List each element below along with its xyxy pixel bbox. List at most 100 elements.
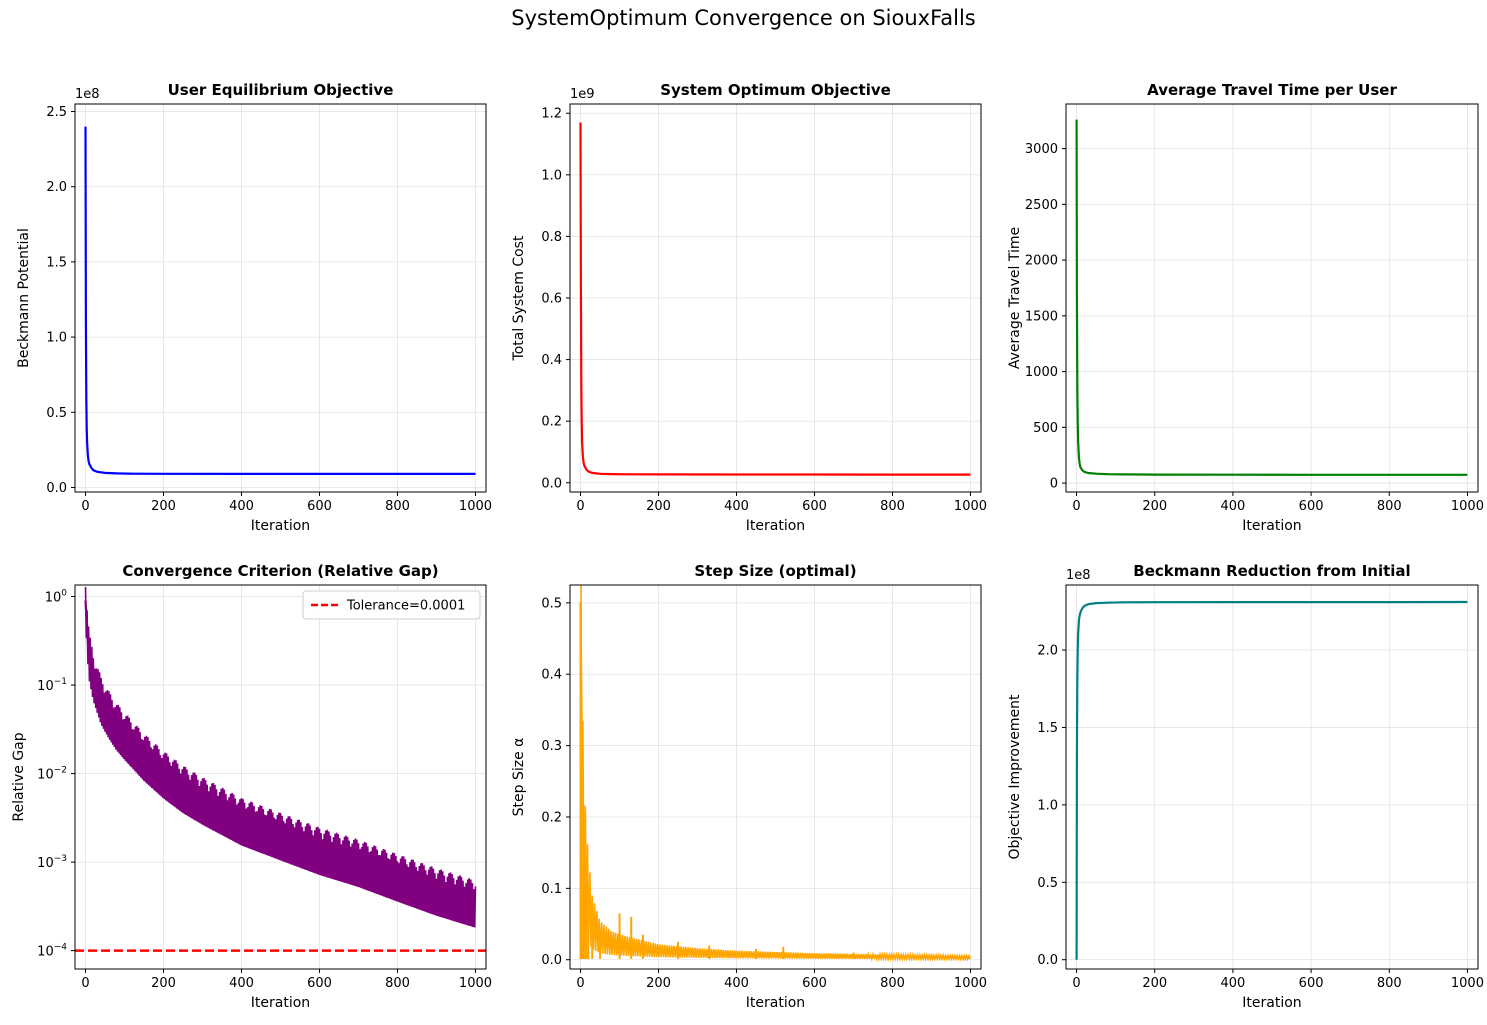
series-line: [1075, 600, 1468, 960]
panel-title: System Optimum Objective: [660, 81, 891, 99]
x-tick-label: 800: [880, 499, 905, 514]
x-tick-label: 600: [1299, 976, 1324, 991]
y-tick-label: 0.2: [541, 415, 562, 430]
y-axis-label: Relative Gap: [11, 732, 27, 821]
y-tick-label: 2000: [1025, 254, 1058, 269]
y-tick-label: 0.0: [1037, 953, 1058, 968]
figure-title: SystemOptimum Convergence on SiouxFalls: [511, 6, 976, 30]
y-tick-label: 0.5: [541, 596, 562, 611]
x-axis-label: Iteration: [1242, 518, 1301, 534]
legend-box: [302, 590, 481, 620]
y-tick-label: 0.4: [541, 668, 562, 683]
x-tick-label: 600: [307, 976, 332, 991]
x-tick-label: 0: [576, 499, 584, 514]
plot-area: [1066, 104, 1478, 492]
x-tick-label: 400: [724, 499, 749, 514]
chart-panel-2: 0 200 400 600 800 1000 0.0 0.2 0.4 0.6 0.8 1.0 1.2 1e…: [511, 81, 987, 534]
chart-panel-4: 0 200 400 600 800 1000 10−4 10−3 10−2 10−1 100 Conv…: [11, 562, 492, 1011]
x-tick-label: 1000: [954, 976, 987, 991]
y-tick-label: 0: [1050, 477, 1058, 492]
series-line: [84, 126, 476, 475]
y-tick-label: 1.2: [541, 107, 562, 122]
y-tick-label: 1000: [1025, 365, 1058, 380]
x-tick-label: 400: [724, 976, 749, 991]
y-tick-label: 10−2: [37, 766, 67, 783]
x-tick-label: 1000: [459, 976, 492, 991]
x-tick-label: 200: [1142, 499, 1167, 514]
axes-frame: [74, 584, 487, 970]
x-tick-label: 1000: [459, 499, 492, 514]
series-line: [1075, 119, 1468, 476]
y-tick-label: 1.0: [1037, 798, 1058, 813]
x-tick-label: 600: [1299, 499, 1324, 514]
y-tick-label: 1500: [1025, 309, 1058, 324]
y-tick-label: 2500: [1025, 198, 1058, 213]
series-line: [579, 602, 971, 959]
y-tick-label: 0.6: [541, 292, 562, 307]
y-tick-label: 0.5: [1037, 876, 1058, 891]
y-tick-label: 0.4: [541, 353, 562, 368]
x-tick-label: 0: [1072, 976, 1080, 991]
x-tick-label: 1000: [1451, 976, 1484, 991]
plot-area: [570, 585, 981, 969]
data-layer: [579, 585, 971, 963]
axes-frame: [569, 584, 982, 970]
chart-panel-5: 0 200 400 600 800 1000 0.0 0.1 0.2 0.3 0.4 0.5 Step …: [511, 562, 987, 1011]
y-tick-label: 10−1: [37, 677, 67, 694]
x-tick-label: 400: [1220, 976, 1245, 991]
x-tick-label: 200: [1142, 976, 1167, 991]
x-tick-label: 0: [576, 976, 584, 991]
y-tick-label: 0.0: [46, 481, 67, 496]
axes-frame: [1065, 584, 1479, 970]
y-tick-label: 0.2: [541, 810, 562, 825]
plot-area: [75, 104, 486, 492]
data-layer: [84, 126, 476, 475]
x-axis-label: Iteration: [1242, 995, 1301, 1011]
series-line: [579, 122, 971, 476]
x-tick-label: 800: [880, 976, 905, 991]
x-tick-label: 0: [81, 499, 89, 514]
chart-panel-6: 0 200 400 600 800 1000 0.0 0.5 1.0 1.5 2.0 1e8 Beckm…: [1007, 562, 1484, 1011]
y-tick-label: 2.5: [46, 105, 67, 120]
y-tick-label: 0.5: [46, 406, 67, 421]
x-tick-label: 200: [151, 976, 176, 991]
y-tick-label: 3000: [1025, 142, 1058, 157]
y-offset-label: 1e9: [570, 87, 595, 102]
data-layer: [75, 586, 486, 952]
x-tick-label: 600: [307, 499, 332, 514]
y-tick-label: 0.0: [541, 953, 562, 968]
y-tick-label: 1.5: [1037, 721, 1058, 736]
x-tick-label: 400: [229, 499, 254, 514]
y-tick-label: 10−3: [37, 854, 67, 871]
panel-title: Step Size (optimal): [694, 562, 856, 580]
y-tick-label: 0.8: [541, 230, 562, 245]
y-tick-label: 0.3: [541, 739, 562, 754]
x-tick-label: 400: [229, 976, 254, 991]
x-tick-label: 0: [81, 976, 89, 991]
series-line: [84, 600, 476, 906]
y-tick-label: 2.0: [46, 180, 67, 195]
chart-panel-3: 0 200 400 600 800 1000 0 500 1000 1500 2000 2500 300…: [1007, 81, 1484, 534]
x-tick-label: 600: [802, 499, 827, 514]
y-tick-label: 0.1: [541, 882, 562, 897]
x-tick-label: 200: [646, 976, 671, 991]
axes-frame: [74, 103, 487, 493]
series-noise-line: [84, 586, 477, 928]
chart-panel-1: 0 200 400 600 800 1000 0.0 0.5 1.0 1.5 2.0 2.5 1e8 Us…: [16, 81, 492, 534]
y-axis-label: Objective Improvement: [1007, 694, 1023, 860]
x-tick-label: 1000: [954, 499, 987, 514]
y-tick-label: 0.0: [541, 476, 562, 491]
y-axis-label: Beckmann Potential: [16, 228, 32, 368]
x-tick-label: 800: [1377, 499, 1402, 514]
x-tick-label: 200: [151, 499, 176, 514]
data-layer: [1075, 119, 1468, 476]
y-axis-label: Total System Cost: [511, 235, 527, 361]
y-tick-label: 1.0: [46, 331, 67, 346]
y-tick-label: 100: [45, 589, 68, 606]
y-offset-label: 1e8: [1066, 568, 1091, 583]
y-tick-label: 2.0: [1037, 644, 1058, 659]
y-offset-label: 1e8: [75, 87, 100, 102]
y-tick-label: 1.5: [46, 255, 67, 270]
panel-title: Average Travel Time per User: [1147, 81, 1397, 99]
